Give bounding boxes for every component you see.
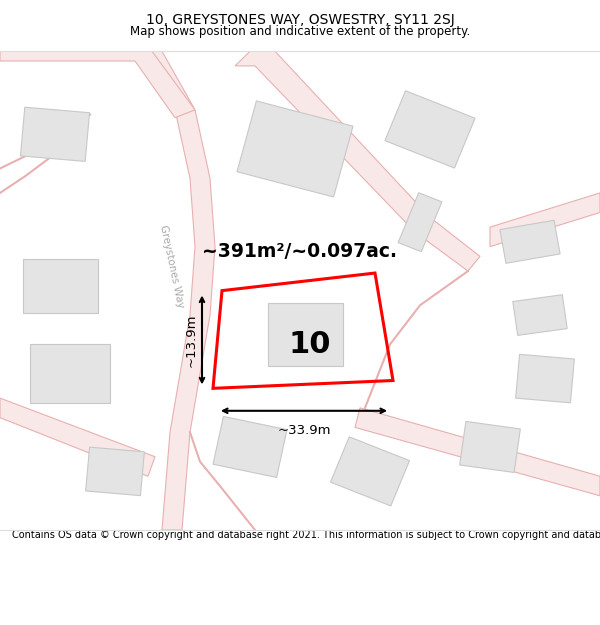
Polygon shape — [0, 398, 155, 476]
Polygon shape — [0, 51, 195, 118]
Text: 10, GREYSTONES WAY, OSWESTRY, SY11 2SJ: 10, GREYSTONES WAY, OSWESTRY, SY11 2SJ — [146, 12, 454, 27]
Polygon shape — [86, 447, 145, 496]
Text: Contains OS data © Crown copyright and database right 2021. This information is : Contains OS data © Crown copyright and d… — [12, 530, 600, 540]
Polygon shape — [268, 303, 343, 366]
Polygon shape — [331, 437, 409, 506]
Polygon shape — [398, 192, 442, 252]
Polygon shape — [20, 107, 89, 161]
Polygon shape — [235, 51, 430, 232]
Polygon shape — [460, 421, 520, 472]
Polygon shape — [490, 193, 600, 247]
Text: ~33.9m: ~33.9m — [277, 424, 331, 438]
Polygon shape — [385, 91, 475, 168]
Polygon shape — [213, 416, 287, 478]
Polygon shape — [513, 295, 567, 336]
Text: 10: 10 — [289, 330, 331, 359]
Polygon shape — [237, 101, 353, 197]
Text: ~13.9m: ~13.9m — [185, 313, 198, 367]
Polygon shape — [355, 408, 600, 496]
Text: ~391m²/~0.097ac.: ~391m²/~0.097ac. — [203, 242, 398, 261]
Polygon shape — [515, 354, 574, 402]
Polygon shape — [30, 344, 110, 403]
Text: Greystones Way: Greystones Way — [158, 224, 185, 309]
Polygon shape — [500, 220, 560, 263]
Polygon shape — [415, 217, 480, 271]
Polygon shape — [23, 259, 97, 312]
Text: Map shows position and indicative extent of the property.: Map shows position and indicative extent… — [130, 26, 470, 39]
Polygon shape — [140, 51, 215, 530]
